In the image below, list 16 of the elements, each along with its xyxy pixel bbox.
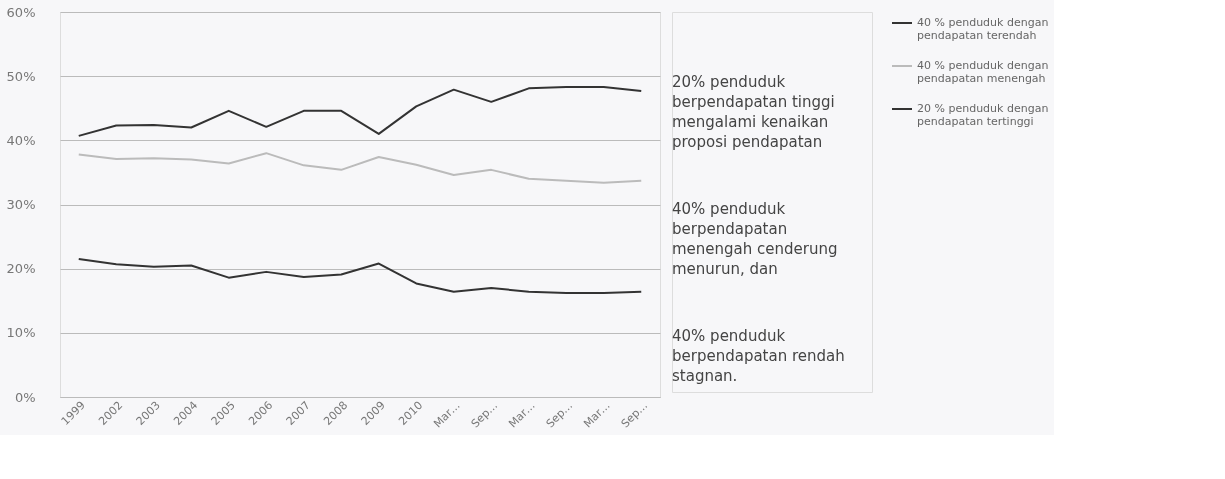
y-tick-label: 40%: [6, 132, 36, 148]
y-tick-label: 10%: [6, 325, 36, 341]
y-tick-label: 50%: [6, 68, 36, 84]
legend-label: 40 % penduduk dengan pendapatan menengah: [917, 59, 1049, 85]
legend-label: 40 % penduduk dengan pendapatan terendah: [917, 16, 1049, 42]
y-tick-label: 20%: [6, 261, 36, 277]
line-series: [77, 86, 643, 137]
line-series: [77, 152, 643, 184]
text: 40% penduduk berpendapatan menengah cenderung menurun, dan: [672, 200, 838, 278]
text: 40% penduduk berpendapatan rendah stagnan.: [672, 326, 845, 385]
y-tick-label: 30%: [6, 197, 36, 212]
legend-label: 20 % penduduk dengan pendapatan tertinggi: [917, 102, 1049, 128]
text: 20% penduduk berpendapatan tinggi mengalami kenaikan proposi pendapatan: [672, 73, 835, 152]
y-tick-label: 60%: [6, 4, 36, 20]
y-tick-label: 0%: [14, 389, 36, 405]
line-series: [77, 258, 643, 295]
